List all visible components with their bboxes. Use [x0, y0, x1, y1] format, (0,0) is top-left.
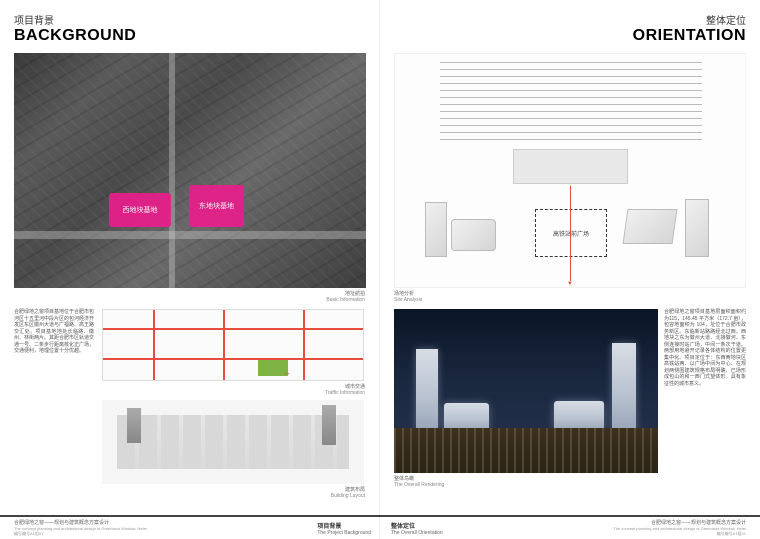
right-header: 整体定位 ORIENTATION	[394, 12, 746, 45]
left-description: 合肥绿地之窗项目基地位于合肥市包河区十五里河中段片区的包河经济开发区东区徽州大道…	[14, 309, 94, 499]
left-header-cn: 项目背景	[14, 12, 365, 27]
mass-tower-w	[425, 202, 447, 257]
axis-line	[570, 186, 571, 281]
traffic-diagram: ↔	[102, 309, 364, 381]
left-header: 项目背景 BACKGROUND	[14, 12, 365, 45]
mass-podium-e	[623, 209, 678, 244]
site-west: 西地块基地	[109, 193, 171, 227]
rail-tracks	[440, 62, 702, 144]
right-description: 合肥绿地之窗项目基地层面积面积约为115，145.45 平方米（172.7 亩）…	[664, 309, 746, 488]
mass-podium-w	[451, 219, 496, 251]
siteplan-caption: 场地分析 Site Analysis	[394, 290, 746, 303]
site-plan-diagram: 高铁站前广场	[394, 53, 746, 288]
road-vertical	[169, 53, 175, 288]
site-east: 东地块基地	[189, 185, 244, 227]
plaza-box: 高铁站前广场	[535, 209, 607, 257]
night-rendering	[394, 309, 658, 473]
building-caption: 建筑布局 Building Layout	[102, 486, 365, 499]
right-header-en: ORIENTATION	[394, 27, 746, 45]
footer: 合肥绿地之窗——规划与建筑概念方案设计 The concept planning…	[0, 515, 760, 539]
right-header-cn: 整体定位	[394, 12, 746, 27]
traffic-caption: 城市交通 Traffic Information	[102, 383, 365, 396]
aerial-photo: 西地块基地 东地块基地	[14, 53, 366, 288]
rendering-caption: 整体鸟瞰 The Overall Rendering	[394, 475, 658, 488]
building-layout-diagram	[102, 400, 364, 484]
road-horizontal	[14, 231, 366, 239]
left-header-en: BACKGROUND	[14, 27, 365, 45]
aerial-caption: 地址航拍 Basic Information	[14, 290, 365, 303]
mass-tower-e	[685, 199, 709, 257]
station-outline	[513, 149, 628, 184]
